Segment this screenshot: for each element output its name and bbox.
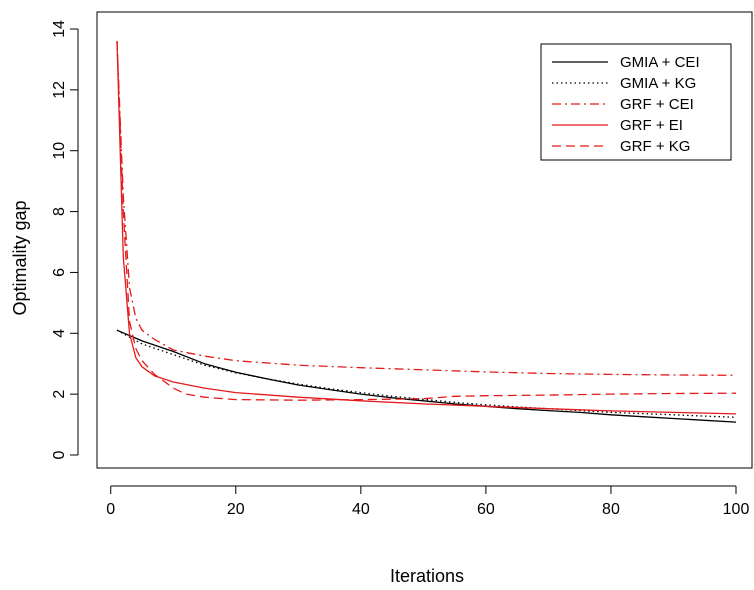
y-tick-label: 14	[51, 20, 68, 38]
series-line-4	[116, 41, 737, 415]
y-tick-label: 0	[51, 450, 68, 459]
y-tick-label: 2	[51, 390, 68, 399]
x-tick-label: 80	[602, 501, 620, 518]
y-tick-label: 6	[51, 268, 68, 277]
series-line-2	[116, 329, 737, 418]
legend: GMIA + CEI GMIA + KG GRF + CEI GRF + EI GRF …	[540, 43, 732, 161]
plot-frame	[96, 11, 753, 469]
legend-label-2: GMIA + KG	[620, 75, 696, 92]
y-axis: 0 2 4 6 8 10 12 14	[51, 20, 79, 459]
y-tick-label: 12	[51, 81, 68, 99]
legend-label-5: GRF + KG	[620, 138, 690, 155]
legend-label-1: GMIA + CEI	[620, 54, 700, 71]
legend-label-3: GRF + CEI	[620, 96, 694, 113]
series-line-1	[116, 329, 737, 423]
y-tick-label: 10	[51, 142, 68, 160]
y-axis-title: Optimality gap	[10, 200, 30, 315]
x-tick-label: 40	[352, 501, 370, 518]
legend-box	[540, 43, 732, 161]
series-line-3	[116, 41, 737, 376]
series-line-5	[116, 41, 737, 401]
x-tick-label: 0	[106, 501, 115, 518]
legend-label-4: GRF + EI	[620, 117, 683, 134]
x-axis-title: Iterations	[390, 566, 464, 586]
x-tick-label: 20	[227, 501, 245, 518]
y-tick-label: 8	[51, 207, 68, 216]
x-tick-label: 100	[723, 501, 750, 518]
x-axis: 0 20 40 60 80 100	[106, 485, 750, 518]
x-tick-label: 60	[477, 501, 495, 518]
y-tick-label: 4	[51, 329, 68, 338]
series-layer	[116, 41, 737, 423]
